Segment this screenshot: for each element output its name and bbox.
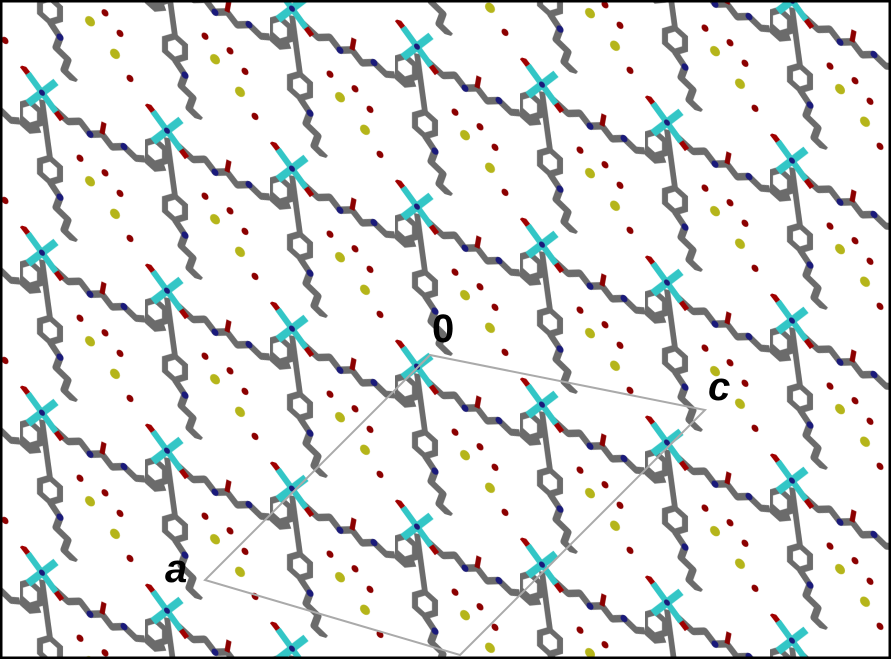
crystal-structure: 0 c a: [0, 0, 891, 659]
axis-label: c: [708, 365, 730, 409]
page: 0 c a (() => { const data = JSON.parse(d…: [0, 0, 891, 659]
origin-label: 0: [432, 307, 454, 351]
axis-label: a: [165, 547, 187, 591]
